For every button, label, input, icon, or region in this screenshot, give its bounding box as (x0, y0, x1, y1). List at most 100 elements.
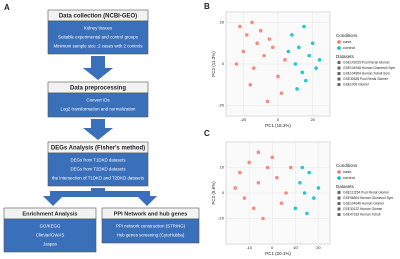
step-item: Log2 transformation and normalization (61, 107, 136, 112)
y-axis-label: PC2 (11.3%) (211, 51, 216, 77)
point (276, 74, 280, 79)
legend-title: Conditions (336, 33, 358, 38)
x-tick-label: 0 (277, 117, 280, 122)
point (283, 58, 287, 62)
legend-entry: GSE30122 Human Glomer (343, 207, 383, 211)
legend-entry: GSE96804 Human Glomeruli Sym (343, 196, 393, 200)
legend-entry: case (343, 169, 352, 174)
point (262, 53, 266, 58)
legend-entry: control (343, 45, 355, 50)
step-title: Enrichment Analysis (22, 211, 77, 217)
step-item: DEGs from T1DKD datasets (70, 158, 126, 163)
legend-marker (337, 207, 341, 211)
legend-entry: control (343, 175, 355, 180)
legend-entry: GSE142025 Pool Renal Glomer (343, 60, 391, 64)
legend-marker (337, 46, 341, 50)
legend-entry: GSE104948 Human Glomeruli Sym (343, 66, 395, 70)
legend-marker (337, 191, 341, 194)
step-item: DEGs from T2DKD datasets (70, 167, 126, 172)
legend-title: Datasets (336, 54, 355, 59)
step-item: PPI network construction (STRING) (116, 224, 186, 229)
step-item: the intersection of T1DKD and T2DKD data… (52, 176, 145, 181)
point (241, 49, 246, 54)
step-item: Suitable experimental and control groups (58, 35, 139, 40)
point (258, 28, 263, 33)
legend-title: Conditions (336, 163, 358, 168)
legend-title: Datasets (336, 184, 355, 189)
legend-marker (337, 213, 341, 216)
arrow (83, 119, 113, 140)
step-body (47, 92, 149, 118)
point (279, 91, 284, 95)
point (298, 181, 302, 185)
panel-label: B (204, 2, 210, 11)
step-title: DEGs Analysis (Fisher's method) (51, 146, 145, 152)
x-axis-label: PC1 (20.1%) (265, 251, 291, 256)
point (248, 83, 253, 87)
point (245, 33, 249, 37)
arrows (43, 56, 157, 206)
point (307, 53, 312, 58)
point (317, 58, 322, 62)
point (256, 150, 261, 154)
legend-marker (337, 83, 341, 86)
point (279, 201, 284, 205)
point (251, 66, 256, 70)
point (290, 33, 294, 37)
point (234, 62, 239, 66)
point (303, 78, 308, 83)
step-body (101, 218, 200, 244)
legend-marker (337, 176, 341, 180)
y-tick-label: 0 (222, 190, 225, 195)
point (267, 37, 272, 41)
legend-marker (337, 170, 341, 174)
point (247, 160, 251, 165)
point (256, 181, 261, 185)
point (271, 45, 275, 50)
point (250, 20, 254, 25)
legend-entry: GSE47183 Human Tubuli (343, 212, 381, 216)
point (288, 165, 293, 170)
x-tick-label: -20 (240, 117, 247, 122)
x-tick-label: 20 (316, 245, 321, 250)
legend-entry: case (343, 39, 352, 44)
point (302, 24, 306, 29)
step-item: Kidney tissues (84, 26, 113, 31)
point (300, 70, 305, 75)
x-axis-label: PC1 (18.3%) (265, 123, 291, 128)
point (295, 87, 299, 91)
point (233, 186, 238, 190)
point (293, 206, 298, 211)
step-title: PPI Network and hub genes (114, 211, 188, 217)
arrow (83, 56, 113, 80)
step-title: Data preprocessing (70, 86, 126, 92)
legend-entry: GSE30528 Pool Renal Glomer (343, 77, 389, 81)
point (302, 191, 307, 195)
legend-entry: GSE104954 Human Tubuli Sym (343, 71, 390, 75)
legend-marker (337, 196, 341, 200)
point (238, 170, 242, 175)
step-body (3, 218, 97, 253)
panel-label: A (4, 3, 10, 12)
point (284, 191, 288, 195)
step-item: Convert IDs (86, 98, 110, 103)
y-tick-label: 10 (220, 165, 225, 170)
point (251, 206, 256, 211)
step-item: Hub genes screening (CytoHubba) (117, 233, 185, 238)
legend-marker (337, 40, 341, 44)
step-item: Jaspas (43, 242, 58, 247)
step-item: ClinVar/GWAS (36, 233, 65, 238)
point (300, 165, 305, 170)
point (242, 196, 247, 200)
y-tick-label: 0 (222, 61, 225, 66)
step-body (47, 152, 149, 187)
step-title: Data collection (NCBI-GEO) (59, 14, 137, 20)
step-body (47, 20, 149, 55)
point (293, 62, 298, 66)
point (314, 66, 318, 70)
point (275, 175, 279, 180)
x-tick-label: -10 (246, 245, 253, 250)
x-tick-label: 10 (293, 245, 298, 250)
point (297, 45, 301, 50)
